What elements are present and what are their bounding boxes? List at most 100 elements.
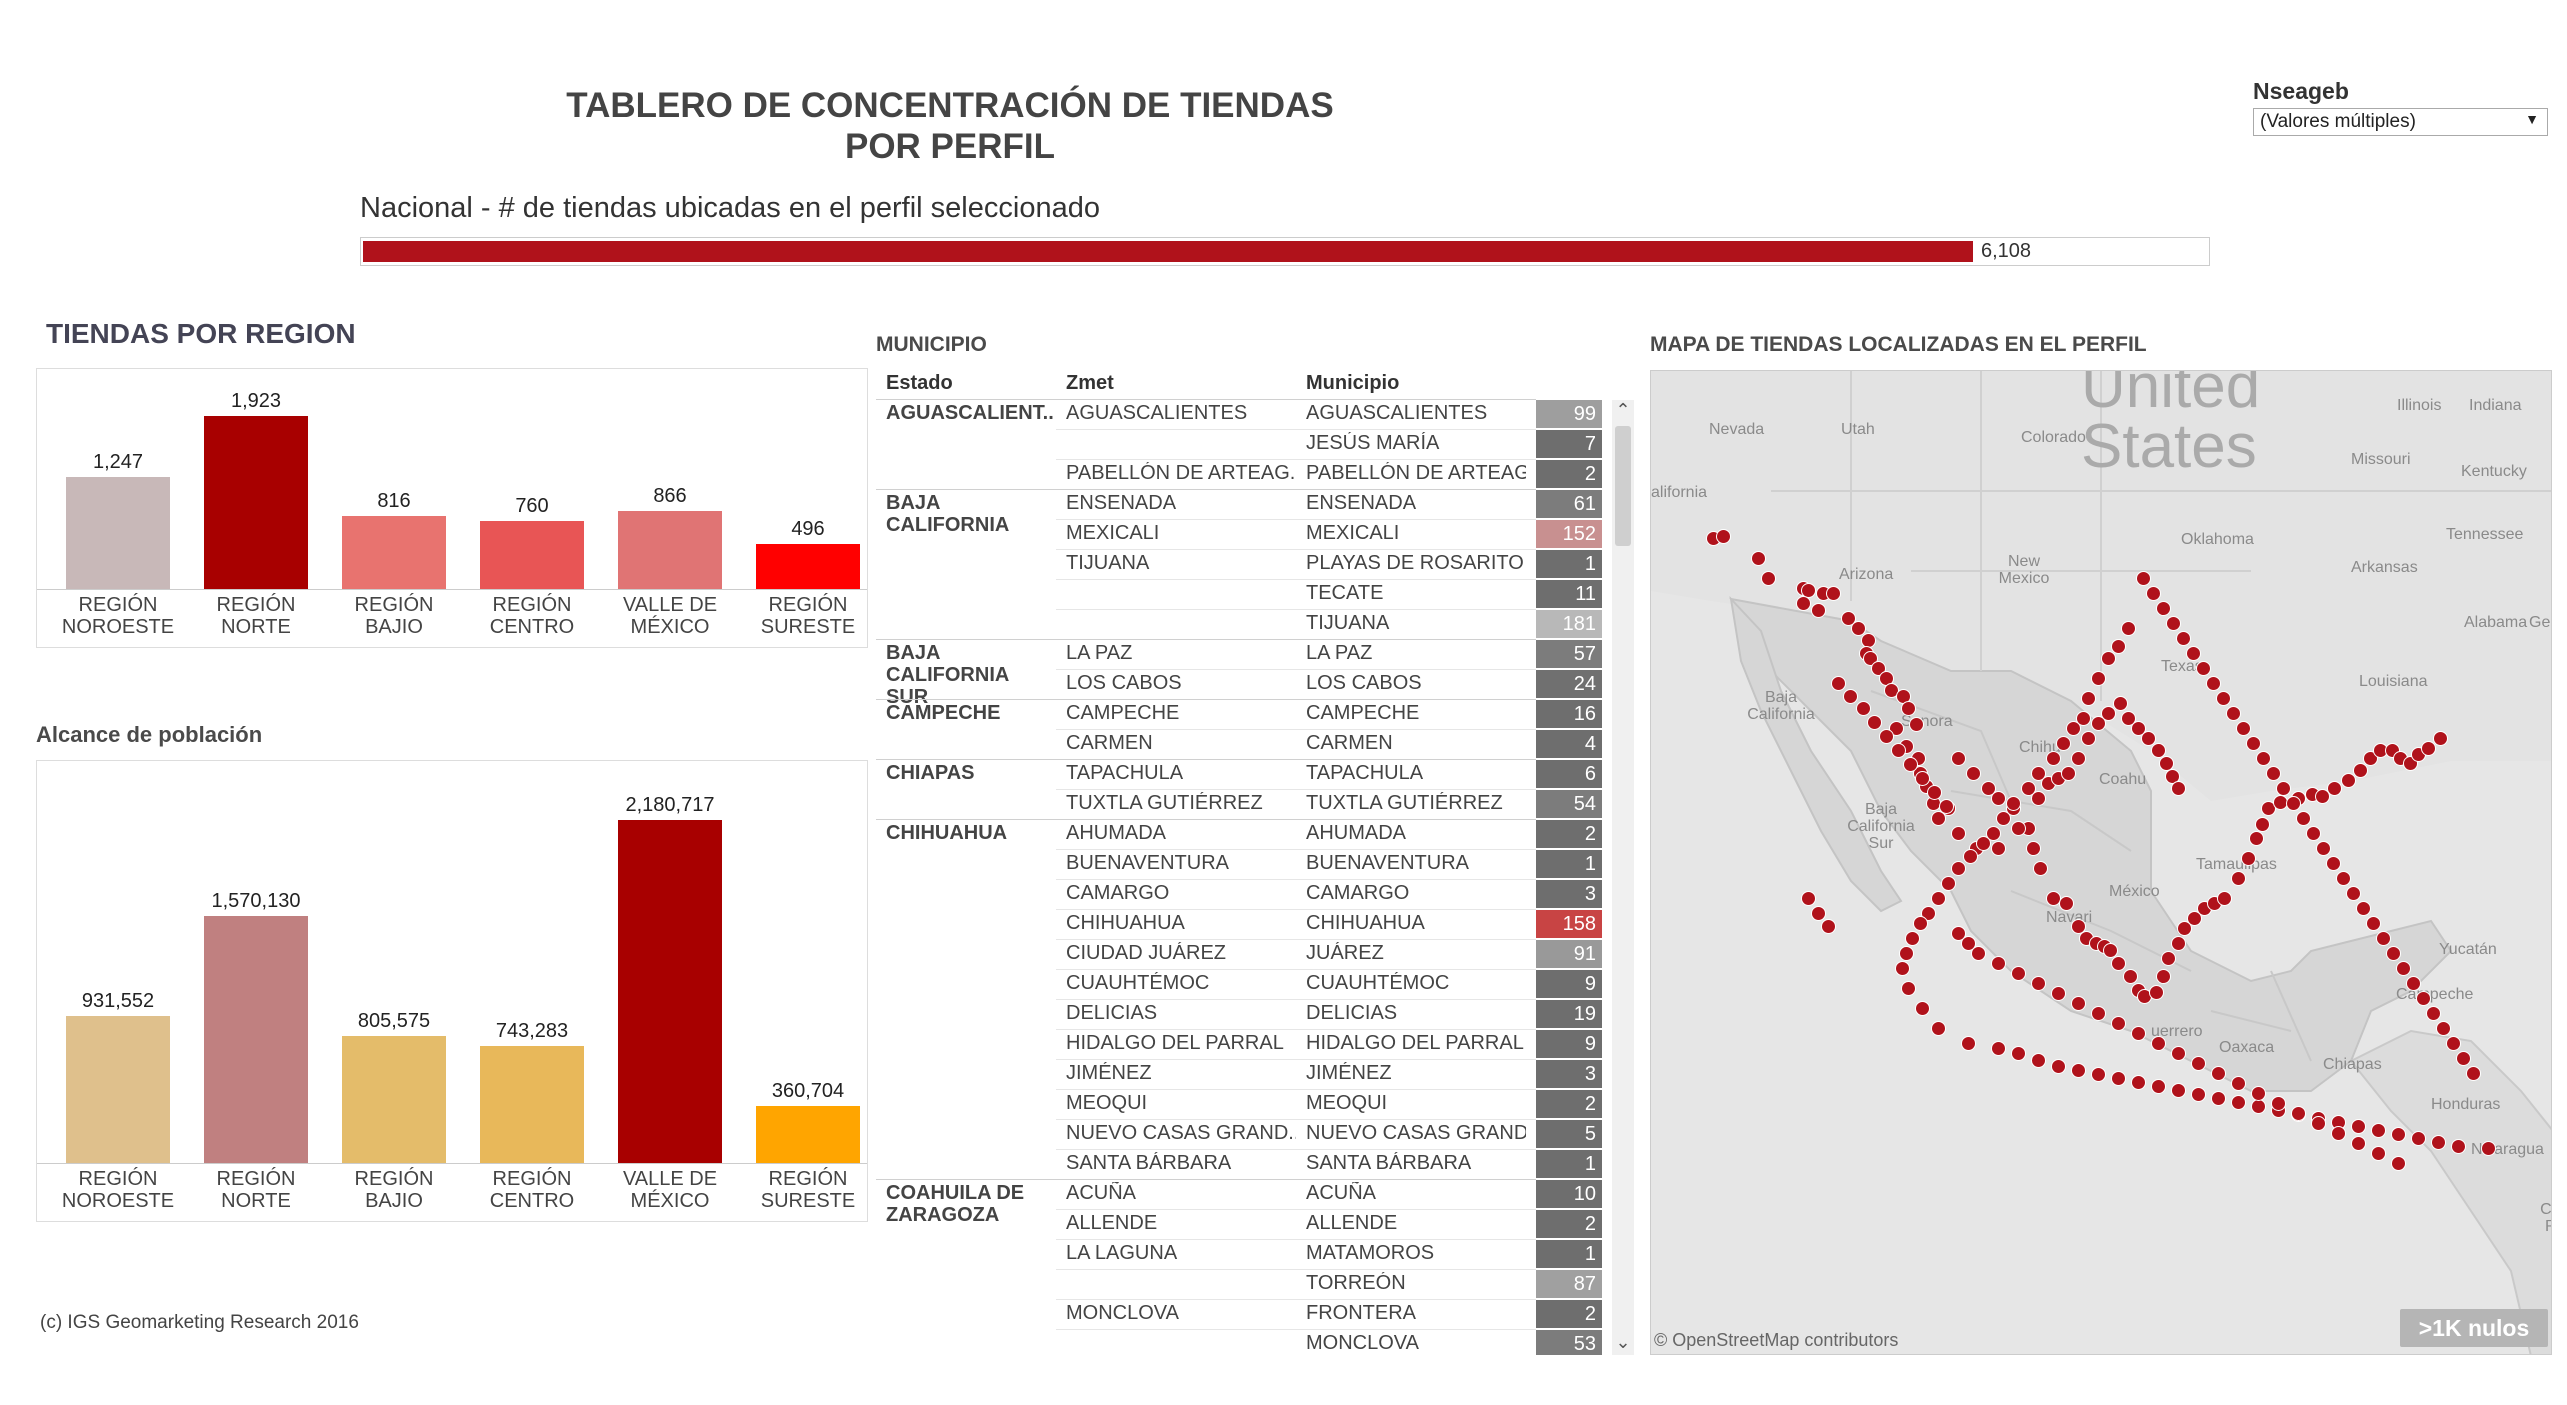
store-location-marker[interactable] [2156,601,2171,616]
store-location-marker[interactable] [2249,831,2264,846]
store-location-marker[interactable] [2191,1056,2206,1071]
store-location-marker[interactable] [2011,1046,2026,1061]
store-location-marker[interactable] [2026,841,2041,856]
table-row[interactable]: ALLENDE ALLENDE 2 [876,1210,1640,1240]
store-location-marker[interactable] [1856,701,1871,716]
store-location-marker[interactable] [2211,1066,2226,1081]
store-location-marker[interactable] [1843,689,1858,704]
store-location-marker[interactable] [1899,946,1914,961]
store-location-marker[interactable] [2256,751,2271,766]
store-location-marker[interactable] [2021,781,2036,796]
store-location-marker[interactable] [2327,781,2342,796]
store-location-marker[interactable] [1901,981,1916,996]
store-location-marker[interactable] [2351,1119,2366,1134]
store-location-marker[interactable] [2426,1006,2441,1021]
store-location-marker[interactable] [2315,789,2330,804]
store-location-marker[interactable] [1915,1001,1930,1016]
store-location-marker[interactable] [2217,891,2232,906]
store-location-marker[interactable] [2141,731,2156,746]
store-location-marker[interactable] [2101,706,2116,721]
store-location-marker[interactable] [2091,671,2106,686]
store-location-marker[interactable] [2481,1141,2496,1156]
table-row[interactable]: TIJUANA PLAYAS DE ROSARITO 1 [876,550,1640,580]
table-row[interactable]: BAJA CALIFORNIA ENSENADA ENSENADA 61 [876,490,1640,536]
table-row[interactable]: LA LAGUNA MATAMOROS 1 [876,1240,1640,1270]
store-location-marker[interactable] [1991,956,2006,971]
store-location-marker[interactable] [2176,631,2191,646]
store-location-marker[interactable] [2031,976,2046,991]
store-location-marker[interactable] [2103,943,2118,958]
store-location-marker[interactable] [2011,966,2026,981]
store-location-marker[interactable] [2051,986,2066,1001]
store-location-marker[interactable] [2051,1059,2066,1074]
store-location-marker[interactable] [2031,791,2046,806]
store-location-marker[interactable] [2151,743,2166,758]
store-location-marker[interactable] [2101,651,2116,666]
store-location-marker[interactable] [2331,1126,2346,1141]
store-location-marker[interactable] [2056,736,2071,751]
store-location-marker[interactable] [2091,1006,2106,1021]
store-location-marker[interactable] [2161,951,2176,966]
store-location-marker[interactable] [2311,1116,2326,1131]
store-location-marker[interactable] [2376,931,2391,946]
store-location-marker[interactable] [1905,931,1920,946]
store-location-marker[interactable] [2231,1095,2246,1110]
table-row[interactable]: LOS CABOS LOS CABOS 24 [876,670,1640,700]
store-location-marker[interactable] [2121,621,2136,636]
store-location-marker[interactable] [1851,621,1866,636]
store-location-marker[interactable] [1801,891,1816,906]
store-location-marker[interactable] [2066,721,2081,736]
store-location-marker[interactable] [2456,1051,2471,1066]
store-location-marker[interactable] [2131,1075,2146,1090]
store-location-marker[interactable] [2406,976,2421,991]
store-location-marker[interactable] [2255,817,2270,832]
table-row[interactable]: PABELLÓN DE ARTEAG.. PABELLÓN DE ARTEAG..… [876,460,1640,490]
store-location-marker[interactable] [1901,701,1916,716]
store-location-marker[interactable] [2071,1063,2086,1078]
store-location-marker[interactable] [1961,1036,1976,1051]
store-location-marker[interactable] [1951,861,1966,876]
store-location-marker[interactable] [2123,969,2138,984]
table-scrollbar[interactable]: ⌃ ⌄ [1612,400,1634,1355]
store-location-marker[interactable] [1909,717,1924,732]
store-location-marker[interactable] [2436,1021,2451,1036]
store-location-marker[interactable] [2059,896,2074,911]
store-location-marker[interactable] [2291,1106,2306,1121]
table-row[interactable]: TORREÓN 87 [876,1270,1640,1300]
store-location-marker[interactable] [2111,956,2126,971]
store-location-marker[interactable] [2211,1091,2226,1106]
header-estado[interactable]: Estado [886,372,953,394]
store-location-marker[interactable] [1811,603,1826,618]
stores-map[interactable]: United States Nevada Utah Colorado Illinois In… [1650,370,2552,1355]
store-location-marker[interactable] [2187,911,2202,926]
store-location-marker[interactable] [1879,729,1894,744]
store-location-marker[interactable] [2241,851,2256,866]
store-location-marker[interactable] [1931,811,1946,826]
store-location-marker[interactable] [1991,791,2006,806]
store-location-marker[interactable] [2451,1139,2466,1154]
store-location-marker[interactable] [2371,1146,2386,1161]
table-row[interactable]: NUEVO CASAS GRAND.. NUEVO CASAS GRAND.. 5 [876,1120,1640,1150]
store-location-marker[interactable] [2371,1123,2386,1138]
table-row[interactable]: TECATE 11 [876,580,1640,610]
store-location-marker[interactable] [2336,871,2351,886]
table-row[interactable]: CARMEN CARMEN 4 [876,730,1640,760]
store-location-marker[interactable] [2196,661,2211,676]
store-location-marker[interactable] [1826,586,1841,601]
store-location-marker[interactable] [2061,766,2076,781]
store-location-marker[interactable] [1991,841,2006,856]
store-location-marker[interactable] [2113,696,2128,711]
national-bar[interactable] [363,241,1973,262]
region-bar[interactable] [618,511,722,589]
store-location-marker[interactable] [2341,773,2356,788]
scroll-down-icon[interactable]: ⌄ [1615,1332,1631,1352]
store-location-marker[interactable] [1831,676,1846,691]
store-location-marker[interactable] [2351,1136,2366,1151]
store-location-marker[interactable] [2391,1127,2406,1142]
region-bar[interactable] [480,521,584,589]
store-location-marker[interactable] [2151,1036,2166,1051]
store-location-marker[interactable] [2081,691,2096,706]
store-location-marker[interactable] [2251,1086,2266,1101]
table-row[interactable]: TIJUANA 181 [876,610,1640,640]
store-location-marker[interactable] [2433,731,2448,746]
